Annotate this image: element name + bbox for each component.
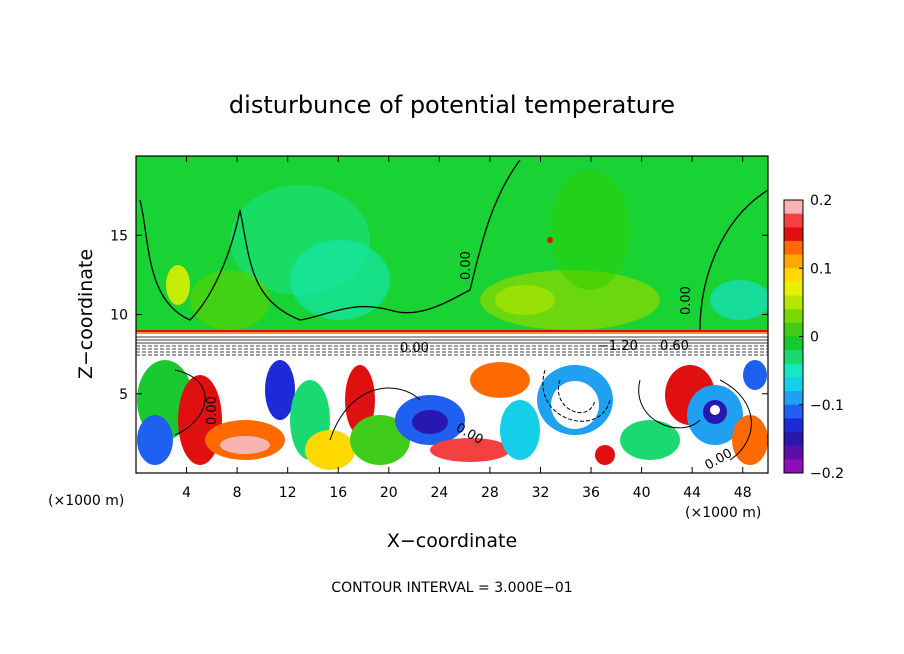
colorbar-cell (784, 295, 803, 310)
colorbar-cell (784, 213, 803, 228)
y-tick-label: 10 (110, 308, 128, 324)
colorbar-cell (784, 240, 803, 256)
contour-label: 0.00 (400, 341, 429, 356)
colorbar-cell (784, 254, 803, 269)
x-tick-label: 40 (633, 485, 651, 501)
contour-label: 0.00 (679, 286, 694, 315)
contour-label: −1.20 (598, 339, 638, 354)
colorbar: 0.2 0.1 0 −0.1 −0.2 (783, 193, 844, 482)
colorbar-tick-label: 0.1 (810, 261, 832, 277)
colorbar-cell (784, 227, 803, 242)
colorbar-cell (784, 363, 803, 378)
colorbar-cells (784, 200, 803, 474)
x-unit-right: (×1000 m) (685, 505, 761, 521)
colorbar-cell (784, 200, 803, 215)
x-axis-ticks: 4 8 12 16 20 24 28 32 36 40 44 48 (182, 156, 752, 501)
x-tick-label: 36 (582, 485, 600, 501)
lower-turbulence (137, 360, 768, 470)
x-tick-label: 4 (182, 485, 191, 501)
colorbar-ticks: 0.2 0.1 0 −0.1 −0.2 (799, 193, 844, 482)
colorbar-cell (784, 445, 803, 460)
lower-contours (174, 369, 752, 461)
colorbar-cell (784, 459, 803, 474)
colorbar-cell (784, 268, 803, 283)
plot-area (136, 156, 768, 473)
x-tick-label: 24 (430, 485, 448, 501)
x-tick-label: 16 (329, 485, 347, 501)
colorbar-tick-label: −0.2 (810, 466, 844, 482)
contour-label: 0.60 (660, 339, 689, 354)
x-tick-label: 8 (233, 485, 242, 501)
colorbar-tick-label: 0.2 (810, 193, 832, 209)
chart-title: disturbunce of potential temperature (229, 91, 675, 119)
x-unit-left: (×1000 m) (48, 493, 124, 509)
colorbar-cell (784, 281, 803, 297)
y-axis-ticks: 5 10 15 (110, 228, 768, 403)
colorbar-cell (784, 350, 803, 365)
colorbar-cell (784, 404, 803, 419)
x-tick-label: 32 (532, 485, 550, 501)
colorbar-cell (784, 418, 803, 433)
colorbar-cell (784, 391, 803, 406)
colorbar-tick-label: −0.1 (810, 398, 844, 414)
x-tick-label: 20 (380, 485, 398, 501)
colorbar-cell (784, 336, 803, 351)
x-tick-label: 12 (279, 485, 297, 501)
contour-label: 0.00 (459, 251, 474, 280)
x-axis-label: X−coordinate (387, 530, 517, 552)
contour-interval: CONTOUR INTERVAL = 3.000E−01 (331, 580, 572, 596)
colorbar-cell (784, 377, 803, 392)
x-tick-label: 48 (734, 485, 752, 501)
y-axis-label: Z−coordinate (75, 249, 97, 379)
y-tick-label: 5 (119, 387, 128, 403)
x-tick-label: 28 (481, 485, 499, 501)
y-tick-label: 15 (110, 228, 128, 244)
colorbar-cell (784, 309, 803, 324)
x-tick-label: 44 (683, 485, 701, 501)
colorbar-cell (784, 432, 803, 447)
colorbar-tick-label: 0 (810, 330, 819, 346)
inversion-contours (136, 336, 768, 356)
colorbar-cell (784, 322, 803, 337)
upper-contour (139, 159, 768, 331)
upper-anomalies (166, 170, 768, 330)
contour-label: 0.00 (205, 396, 220, 425)
